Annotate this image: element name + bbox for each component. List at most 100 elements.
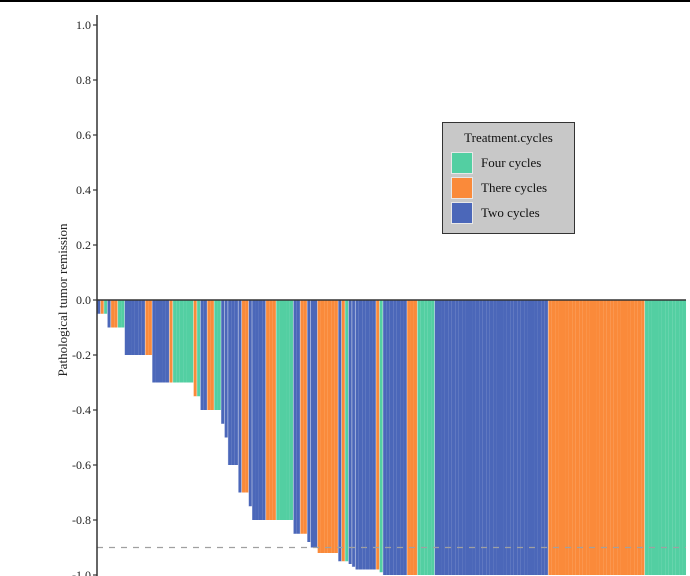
bar-two-cycles — [252, 300, 256, 520]
bar-two-cycles — [124, 300, 129, 355]
bar-three-cycles — [613, 300, 618, 575]
bar-four-cycles — [679, 300, 683, 575]
bar-four-cycles — [648, 300, 652, 575]
bar-two-cycles — [386, 300, 390, 575]
bar-two-cycles — [544, 300, 549, 575]
bar-two-cycles — [513, 300, 518, 575]
bar-three-cycles — [572, 300, 576, 575]
bar-four-cycles — [190, 300, 194, 383]
bar-two-cycles — [128, 300, 132, 355]
bar-four-cycles — [279, 300, 284, 520]
top-border-rule — [0, 0, 690, 2]
bar-three-cycles — [624, 300, 628, 575]
bar-two-cycles — [403, 300, 408, 575]
bar-two-cycles — [458, 300, 463, 575]
bar-two-cycles — [293, 300, 297, 534]
bar-two-cycles — [200, 300, 204, 410]
bar-four-cycles — [672, 300, 676, 575]
bar-four-cycles — [644, 300, 649, 575]
bar-three-cycles — [558, 300, 563, 575]
legend-title: Treatment.cycles — [464, 130, 553, 145]
bar-three-cycles — [148, 300, 153, 355]
bar-three-cycles — [300, 300, 304, 534]
bar-two-cycles — [500, 300, 504, 575]
bar-two-cycles — [227, 300, 232, 465]
bar-two-cycles — [520, 300, 525, 575]
bar-four-cycles — [196, 300, 201, 397]
bar-two-cycles — [314, 300, 318, 548]
bar-three-cycles — [575, 300, 580, 575]
bar-two-cycles — [527, 300, 532, 575]
bar-two-cycles — [351, 300, 356, 567]
bar-two-cycles — [541, 300, 545, 575]
bar-four-cycles — [379, 300, 383, 573]
bar-three-cycles — [548, 300, 552, 575]
bar-two-cycles — [307, 300, 311, 542]
bar-two-cycles — [475, 300, 480, 575]
bar-two-cycles — [162, 300, 166, 383]
y-tick-label: -0.6 — [72, 458, 91, 472]
bar-two-cycles — [472, 300, 476, 575]
bar-two-cycles — [510, 300, 514, 575]
bar-two-cycles — [517, 300, 521, 575]
bar-three-cycles — [303, 300, 308, 534]
bar-three-cycles — [334, 300, 339, 553]
bar-three-cycles — [320, 300, 325, 553]
legend-swatch-two-cycles — [451, 202, 473, 224]
bar-two-cycles — [434, 300, 439, 575]
bar-three-cycles — [599, 300, 604, 575]
y-tick-label: 1.0 — [76, 18, 91, 32]
bar-two-cycles — [537, 300, 542, 575]
bar-three-cycles — [114, 300, 118, 328]
y-tick-label: 0.4 — [76, 183, 91, 197]
bar-two-cycles — [165, 300, 170, 383]
bar-two-cycles — [221, 300, 225, 424]
bar-four-cycles — [172, 300, 177, 383]
bar-four-cycles — [665, 300, 669, 575]
bar-three-cycles — [617, 300, 621, 575]
bar-two-cycles — [503, 300, 507, 575]
legend-item-two-cycles: Two cycles — [451, 201, 540, 225]
bar-three-cycles — [634, 300, 638, 575]
bar-three-cycles — [630, 300, 635, 575]
bar-four-cycles — [283, 300, 287, 520]
bar-three-cycles — [637, 300, 642, 575]
legend-item-three-cycles: There cycles — [451, 176, 547, 200]
bar-two-cycles — [203, 300, 208, 410]
bar-three-cycles — [582, 300, 587, 575]
bar-three-cycles — [145, 300, 149, 355]
legend-item-four-cycles: Four cycles — [451, 151, 541, 175]
bar-three-cycles — [341, 300, 346, 562]
bar-three-cycles — [606, 300, 611, 575]
bar-four-cycles — [658, 300, 662, 575]
bar-four-cycles — [103, 300, 108, 314]
bar-two-cycles — [482, 300, 487, 575]
y-tick-label: -0.2 — [72, 348, 91, 362]
bar-four-cycles — [345, 300, 349, 562]
bar-two-cycles — [455, 300, 459, 575]
bar-two-cycles — [382, 300, 387, 575]
bar-three-cycles — [207, 300, 211, 410]
bar-two-cycles — [365, 300, 370, 570]
bar-three-cycles — [110, 300, 115, 328]
bar-two-cycles — [255, 300, 259, 520]
bar-four-cycles — [424, 300, 428, 575]
bar-three-cycles — [620, 300, 625, 575]
bar-three-cycles — [565, 300, 569, 575]
bar-three-cycles — [272, 300, 277, 520]
bar-two-cycles — [372, 300, 377, 570]
bar-two-cycles — [138, 300, 142, 355]
y-tick-label: -0.4 — [72, 403, 91, 417]
bar-three-cycles — [627, 300, 631, 575]
y-tick-label: 0.6 — [76, 128, 91, 142]
bar-two-cycles — [493, 300, 497, 575]
bar-four-cycles — [121, 300, 125, 328]
bar-two-cycles — [224, 300, 228, 438]
bar-three-cycles — [265, 300, 270, 520]
bar-two-cycles — [486, 300, 490, 575]
bars-group — [97, 300, 687, 575]
bar-four-cycles — [289, 300, 294, 520]
legend: Treatment.cycles Four cycles There cycle… — [442, 122, 575, 234]
axes-group: 1.0 0.8 0.6 0.4 0.2 0.0 -0.2 -0.4 -0.6 -0.8 -1.0 — [72, 15, 686, 576]
bar-four-cycles — [117, 300, 122, 328]
